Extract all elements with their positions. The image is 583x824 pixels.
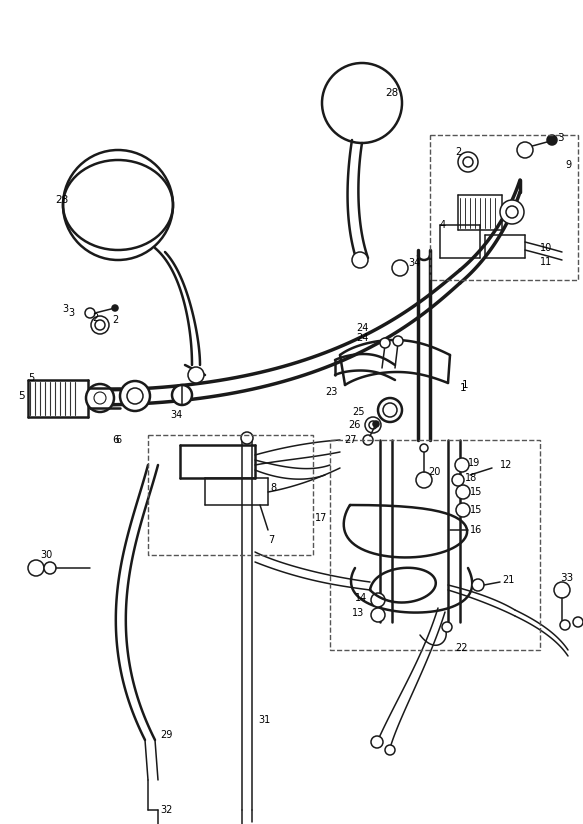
Text: 3: 3	[68, 308, 74, 318]
Circle shape	[363, 435, 373, 445]
Circle shape	[91, 316, 109, 334]
Circle shape	[369, 421, 377, 429]
Circle shape	[95, 320, 105, 330]
Circle shape	[86, 384, 114, 412]
Circle shape	[385, 745, 395, 755]
Text: 25: 25	[352, 407, 364, 417]
Text: 32: 32	[160, 805, 173, 815]
Circle shape	[442, 622, 452, 632]
Text: 9: 9	[565, 160, 571, 170]
Circle shape	[547, 135, 557, 145]
Circle shape	[455, 458, 469, 472]
Circle shape	[188, 367, 204, 383]
Text: 8: 8	[270, 483, 276, 493]
Circle shape	[380, 338, 390, 348]
Text: 7: 7	[268, 535, 274, 545]
Circle shape	[28, 560, 44, 576]
Text: 34: 34	[170, 410, 182, 420]
Circle shape	[127, 388, 143, 404]
Circle shape	[44, 562, 56, 574]
Text: 20: 20	[428, 467, 440, 477]
Circle shape	[383, 403, 397, 417]
Text: 15: 15	[470, 505, 482, 515]
Text: 24: 24	[356, 333, 368, 343]
Text: 1: 1	[460, 383, 466, 393]
Circle shape	[452, 474, 464, 486]
Text: 13: 13	[352, 608, 364, 618]
Text: 6: 6	[112, 435, 118, 445]
Text: 33: 33	[560, 573, 573, 583]
Text: 5: 5	[18, 391, 24, 401]
Text: 15: 15	[470, 487, 482, 497]
Circle shape	[517, 142, 533, 158]
Circle shape	[560, 620, 570, 630]
Text: 19: 19	[468, 458, 480, 468]
Text: 28: 28	[55, 195, 68, 205]
Text: 3: 3	[62, 304, 68, 314]
Text: 5: 5	[28, 373, 34, 383]
Circle shape	[120, 381, 150, 411]
Circle shape	[458, 152, 478, 172]
Circle shape	[371, 736, 383, 748]
Text: 6: 6	[115, 435, 121, 445]
Text: 18: 18	[465, 473, 477, 483]
Bar	[430, 135, 578, 280]
Circle shape	[378, 398, 402, 422]
Circle shape	[392, 260, 408, 276]
Circle shape	[94, 392, 106, 404]
Circle shape	[456, 485, 470, 499]
Circle shape	[420, 444, 428, 452]
Text: 31: 31	[258, 715, 271, 725]
Text: 17: 17	[315, 513, 328, 523]
Circle shape	[554, 582, 570, 598]
Circle shape	[463, 157, 473, 167]
Text: 10: 10	[540, 243, 552, 253]
Text: 3: 3	[557, 133, 564, 143]
Text: 26: 26	[348, 420, 360, 430]
Text: 2: 2	[112, 315, 118, 325]
Circle shape	[85, 308, 95, 318]
Circle shape	[371, 608, 385, 622]
Circle shape	[322, 63, 402, 143]
Text: 4: 4	[440, 220, 446, 230]
Circle shape	[63, 150, 173, 260]
Circle shape	[393, 336, 403, 346]
Circle shape	[373, 421, 379, 427]
Text: 21: 21	[502, 575, 514, 585]
Circle shape	[456, 503, 470, 517]
Circle shape	[172, 385, 192, 405]
Circle shape	[371, 593, 385, 607]
Bar	[148, 435, 313, 555]
Circle shape	[500, 200, 524, 224]
Text: 2: 2	[92, 313, 99, 323]
Circle shape	[352, 252, 368, 268]
Text: 24: 24	[356, 323, 368, 333]
Text: 16: 16	[470, 525, 482, 535]
Text: 30: 30	[40, 550, 52, 560]
Circle shape	[573, 617, 583, 627]
Text: 1: 1	[462, 380, 469, 390]
Circle shape	[506, 206, 518, 218]
Text: 34: 34	[408, 258, 420, 268]
Text: 22: 22	[455, 643, 468, 653]
Text: 2: 2	[455, 147, 461, 157]
Text: 29: 29	[160, 730, 173, 740]
Text: 27: 27	[344, 435, 356, 445]
Circle shape	[416, 472, 432, 488]
Circle shape	[241, 432, 253, 444]
Bar	[330, 440, 540, 650]
Text: 12: 12	[500, 460, 512, 470]
Circle shape	[112, 305, 118, 311]
Text: 14: 14	[355, 593, 367, 603]
Text: 28: 28	[385, 88, 398, 98]
Text: 11: 11	[540, 257, 552, 267]
Text: 23: 23	[325, 387, 338, 397]
Circle shape	[472, 579, 484, 591]
Circle shape	[365, 417, 381, 433]
